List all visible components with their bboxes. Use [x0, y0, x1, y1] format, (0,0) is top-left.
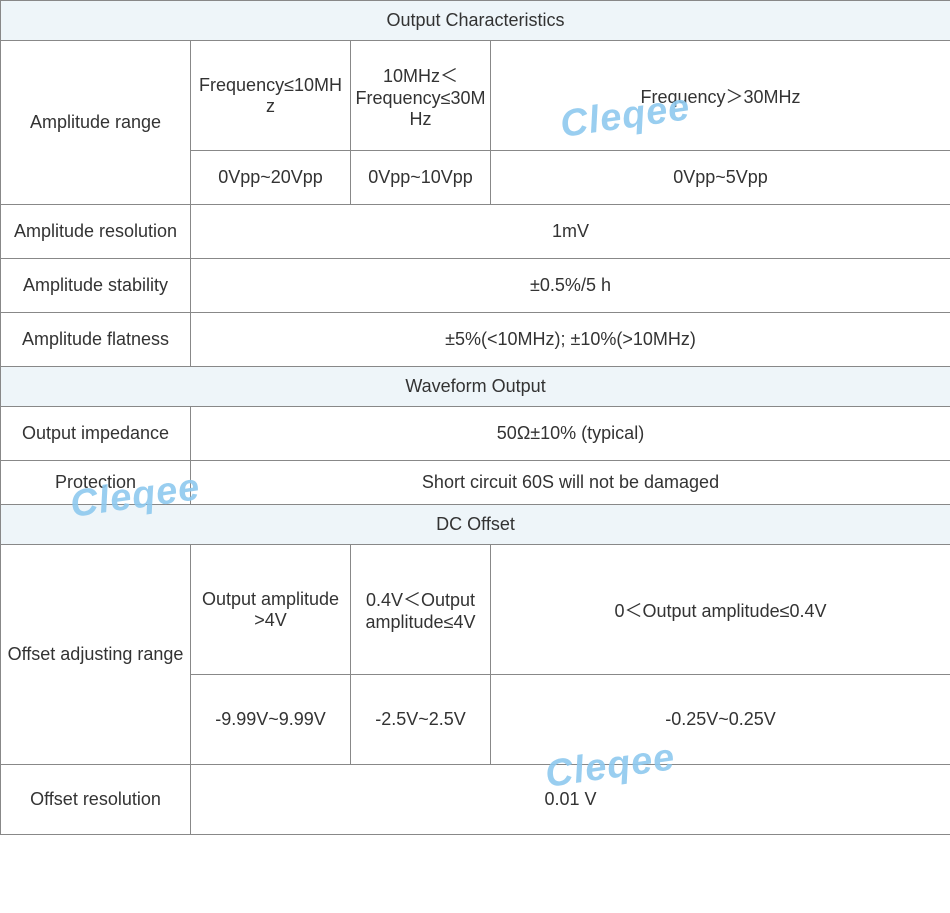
section-header-waveform-output: Waveform Output	[1, 367, 950, 407]
offset-resolution-value: 0.01 V	[191, 765, 950, 835]
spec-table: Output Characteristics Amplitude range F…	[0, 0, 950, 835]
section-header-output-characteristics: Output Characteristics	[1, 1, 950, 41]
output-impedance-value: 50Ω±10% (typical)	[191, 407, 950, 461]
amp-range-val-3: 0Vpp~5Vpp	[491, 151, 950, 205]
offset-adjusting-range-label: Offset adjusting range	[1, 545, 191, 765]
amp-range-cond-2: 10MHz＜Frequency≤30MHz	[351, 41, 491, 151]
amplitude-flatness-label: Amplitude flatness	[1, 313, 191, 367]
offset-range-val-1: -9.99V~9.99V	[191, 675, 351, 765]
amplitude-resolution-label: Amplitude resolution	[1, 205, 191, 259]
offset-range-cond-3: 0＜Output amplitude≤0.4V	[491, 545, 950, 675]
amp-range-val-1: 0Vpp~20Vpp	[191, 151, 351, 205]
amplitude-resolution-value: 1mV	[191, 205, 950, 259]
protection-value: Short circuit 60S will not be damaged	[191, 461, 950, 505]
amp-range-val-2: 0Vpp~10Vpp	[351, 151, 491, 205]
protection-label: Protection	[1, 461, 191, 505]
offset-range-cond-2: 0.4V＜Output amplitude≤4V	[351, 545, 491, 675]
offset-range-val-2: -2.5V~2.5V	[351, 675, 491, 765]
amplitude-flatness-value: ±5%(<10MHz); ±10%(>10MHz)	[191, 313, 950, 367]
amp-range-cond-3: Frequency＞30MHz	[491, 41, 950, 151]
offset-resolution-label: Offset resolution	[1, 765, 191, 835]
section-header-dc-offset: DC Offset	[1, 505, 950, 545]
amplitude-range-label: Amplitude range	[1, 41, 191, 205]
output-impedance-label: Output impedance	[1, 407, 191, 461]
amplitude-stability-value: ±0.5%/5 h	[191, 259, 950, 313]
amp-range-cond-1: Frequency≤10MHz	[191, 41, 351, 151]
offset-range-cond-1: Output amplitude >4V	[191, 545, 351, 675]
offset-range-val-3: -0.25V~0.25V	[491, 675, 950, 765]
amplitude-stability-label: Amplitude stability	[1, 259, 191, 313]
